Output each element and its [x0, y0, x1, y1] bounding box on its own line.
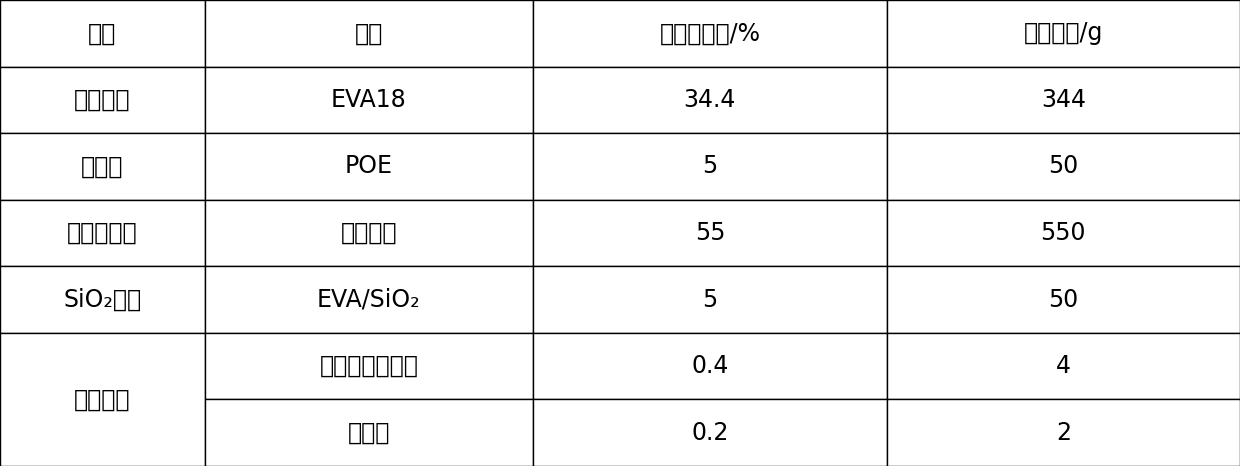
Bar [533, 266, 887, 333]
Bar [533, 333, 887, 399]
Text: 物质: 物质 [355, 21, 383, 45]
Text: 0.2: 0.2 [691, 421, 729, 445]
Bar [205, 0, 533, 67]
Bar [205, 399, 533, 466]
Text: 4: 4 [1055, 354, 1071, 378]
Bar [887, 67, 1240, 133]
Text: 0.4: 0.4 [691, 354, 729, 378]
Text: 5: 5 [702, 154, 718, 178]
Text: 550: 550 [1040, 221, 1086, 245]
Bar [887, 0, 1240, 67]
Bar [887, 200, 1240, 266]
Bar [205, 266, 533, 333]
Bar [0, 333, 205, 466]
Text: 2: 2 [1055, 421, 1071, 445]
Bar [533, 399, 887, 466]
Bar [533, 200, 887, 266]
Bar [0, 200, 205, 266]
Bar [0, 266, 205, 333]
Text: 50: 50 [1048, 154, 1079, 178]
Bar [887, 399, 1240, 466]
Bar [533, 67, 887, 133]
Text: 55: 55 [694, 221, 725, 245]
Text: 水菱镁石: 水菱镁石 [341, 221, 397, 245]
Text: EVA18: EVA18 [331, 88, 407, 112]
Text: 成分: 成分 [88, 21, 117, 45]
Text: 34.4: 34.4 [683, 88, 737, 112]
Text: 无机阻燃剂: 无机阻燃剂 [67, 221, 138, 245]
Text: EVA/SiO₂: EVA/SiO₂ [317, 288, 420, 312]
Text: 相容剂: 相容剂 [81, 154, 124, 178]
Bar [533, 133, 887, 200]
Bar [0, 133, 205, 200]
Bar [205, 67, 533, 133]
Text: 硅酮粉: 硅酮粉 [347, 421, 391, 445]
Text: 添加质量/g: 添加质量/g [1023, 21, 1104, 45]
Text: 树脂基体: 树脂基体 [74, 88, 130, 112]
Text: 加工助剂: 加工助剂 [74, 387, 130, 411]
Text: 受阻胺类抗氧剂: 受阻胺类抗氧剂 [320, 354, 418, 378]
Text: 50: 50 [1048, 288, 1079, 312]
Text: 添加百分比/%: 添加百分比/% [660, 21, 760, 45]
Bar [533, 0, 887, 67]
Text: SiO₂母粒: SiO₂母粒 [63, 288, 141, 312]
Bar [205, 133, 533, 200]
Bar [887, 133, 1240, 200]
Bar [0, 67, 205, 133]
Text: POE: POE [345, 154, 393, 178]
Bar [887, 266, 1240, 333]
Text: 344: 344 [1040, 88, 1086, 112]
Bar [205, 200, 533, 266]
Bar [205, 333, 533, 399]
Text: 5: 5 [702, 288, 718, 312]
Bar [0, 0, 205, 67]
Bar [887, 333, 1240, 399]
